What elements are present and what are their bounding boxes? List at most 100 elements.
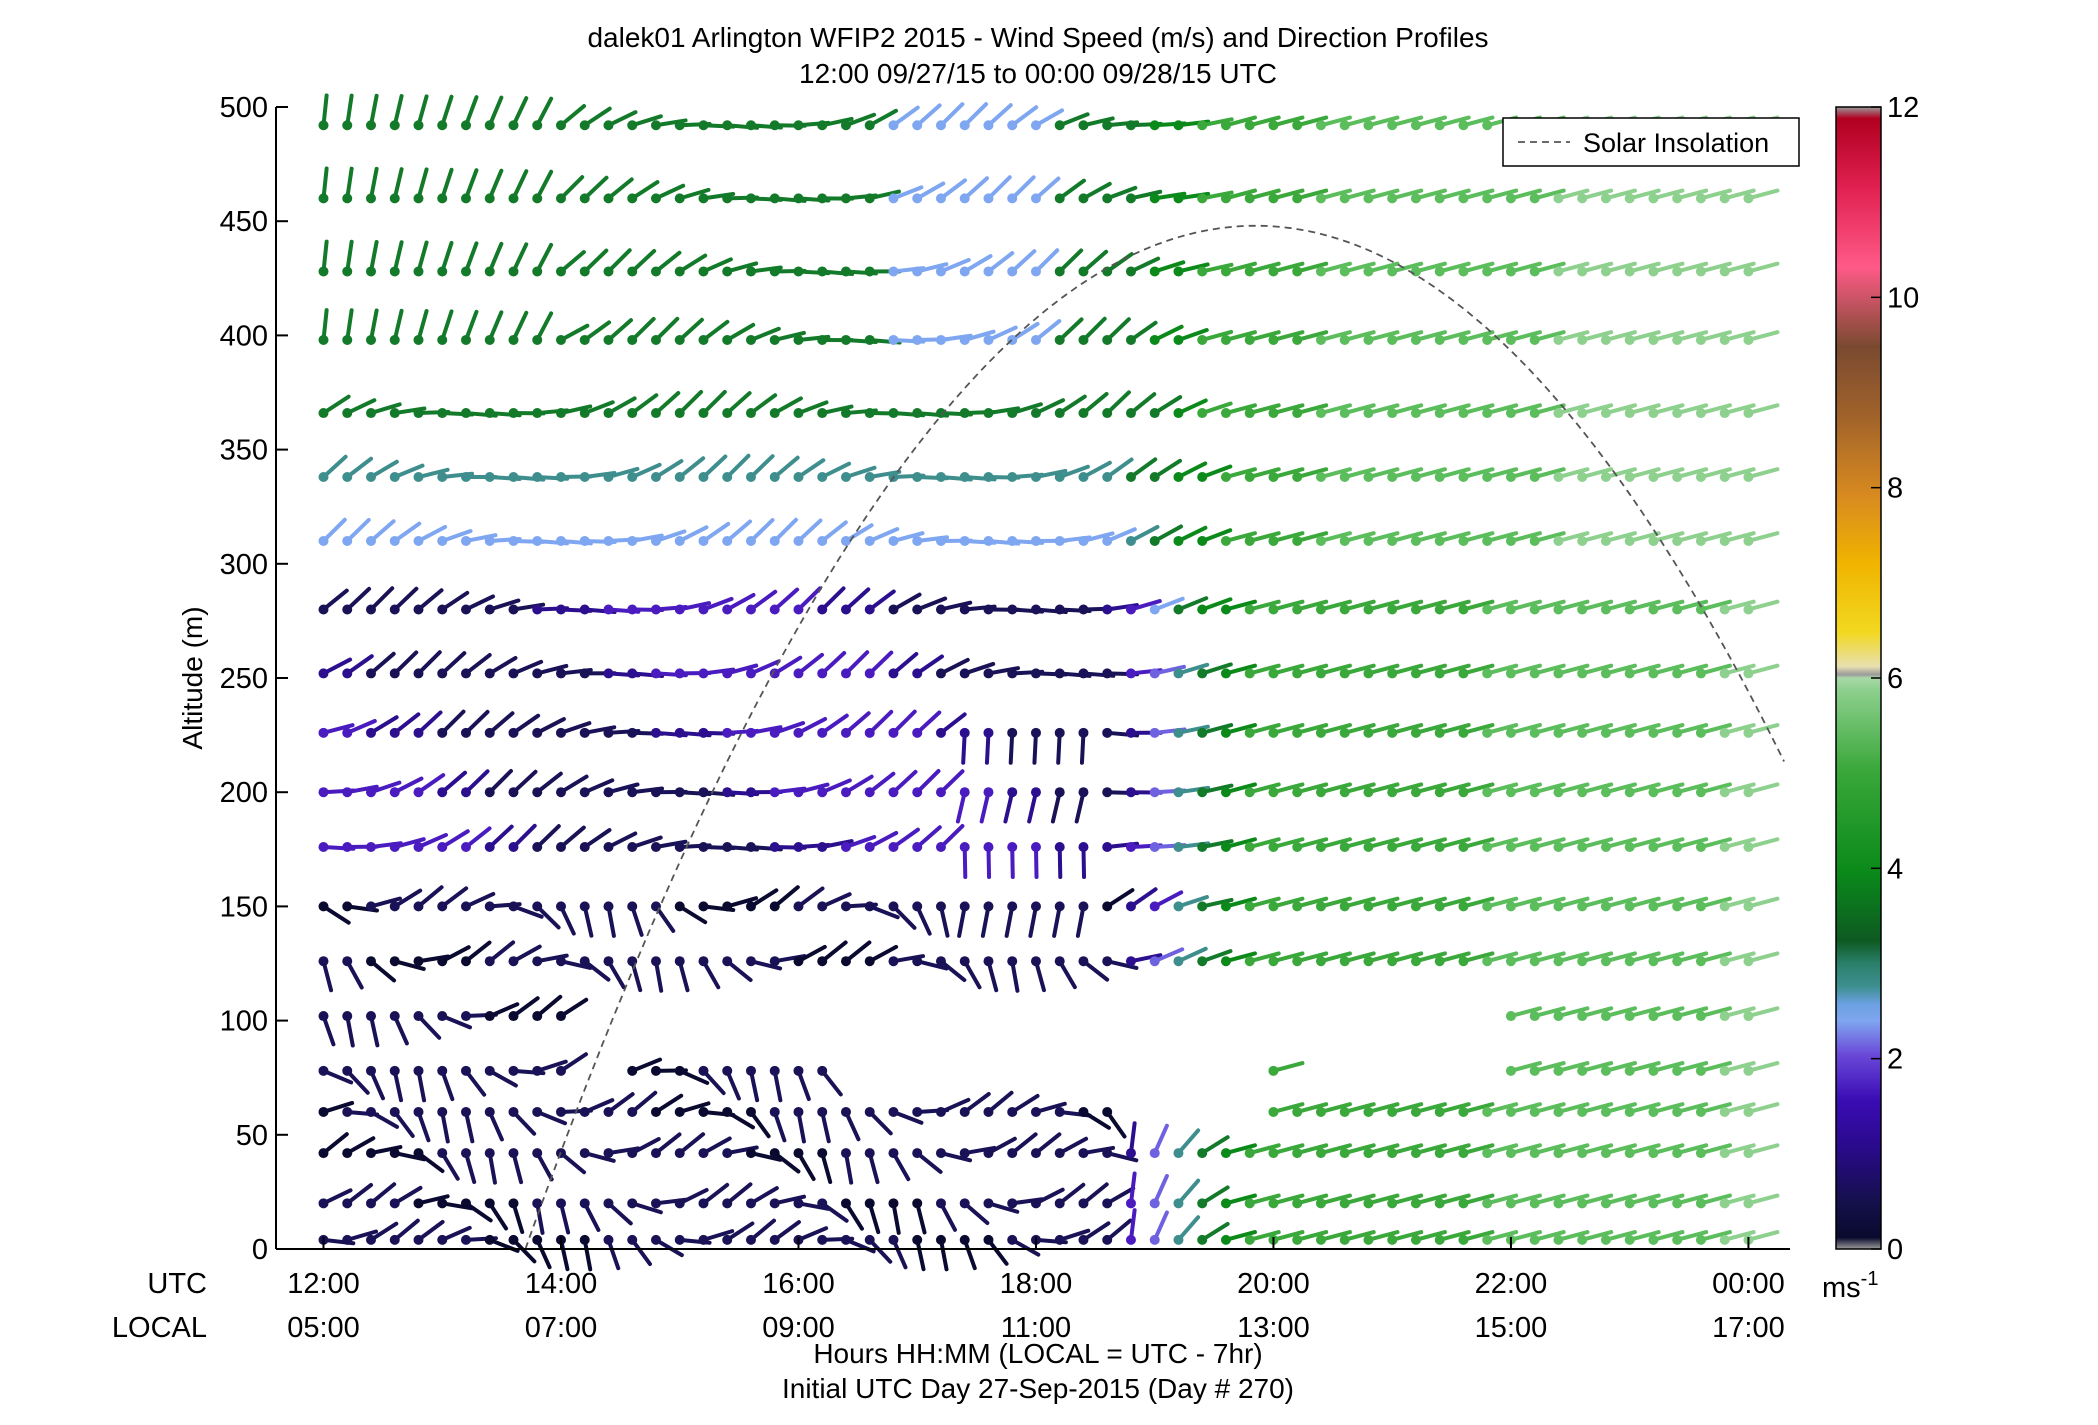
wind-barb-dot — [1505, 1148, 1516, 1159]
wind-barb-dot — [1268, 408, 1279, 419]
wind-barb-dot — [1125, 408, 1136, 419]
wind-barb-dot — [1292, 408, 1303, 419]
wind-barb-dot — [959, 842, 970, 853]
wind-barb-dot — [1600, 1065, 1611, 1076]
wind-barb-shaft — [1128, 887, 1158, 909]
wind-barb-shaft — [321, 1014, 336, 1047]
chart-subtitle: 12:00 09/27/15 to 00:00 09/28/15 UTC — [799, 58, 1277, 89]
wind-barb-shaft — [677, 904, 708, 925]
wind-barb-dot — [1434, 193, 1445, 204]
wind-barb-dot — [1363, 1148, 1374, 1159]
wind-barb-shaft — [1052, 904, 1062, 938]
wind-barb-dot — [365, 668, 376, 679]
wind-barb-shaft — [962, 1092, 991, 1114]
wind-barb-dot — [318, 334, 329, 345]
wind-barb-shaft — [772, 455, 800, 480]
local-tick-label: 11:00 — [1001, 1312, 1071, 1344]
wind-barb-dot — [508, 604, 519, 615]
wind-barb-shaft — [582, 248, 609, 274]
wind-barb-dot — [555, 901, 566, 912]
wind-barb-dot — [912, 668, 923, 679]
wind-barb-dot — [342, 120, 353, 131]
wind-barb-dot — [1482, 472, 1493, 483]
wind-barb-dot — [959, 1198, 970, 1209]
wind-barb-dot — [484, 1065, 495, 1076]
wind-barb-shaft — [915, 959, 949, 971]
wind-barb-dot — [1292, 266, 1303, 277]
wind-barb-dot — [413, 1198, 424, 1209]
wind-barb-dot — [1007, 193, 1018, 204]
wind-barb-dot — [1695, 956, 1706, 967]
wind-barb-dot — [389, 334, 400, 345]
wind-barb-dot — [1149, 266, 1160, 277]
wind-barb-shaft — [957, 904, 967, 938]
wind-barb-dot — [1078, 668, 1089, 679]
wind-barb-shaft — [416, 467, 450, 480]
wind-barb-dot — [840, 604, 851, 615]
wind-barb-dot — [484, 1234, 495, 1245]
wind-barb-dot — [793, 120, 804, 131]
wind-barb-shaft — [1152, 1210, 1169, 1242]
wind-barb-dot — [674, 1148, 685, 1159]
wind-barb-dot — [437, 956, 448, 967]
wind-barb-shaft — [938, 657, 970, 676]
wind-barb-dot — [864, 668, 875, 679]
wind-barb-dot — [1197, 1234, 1208, 1245]
wind-barb-dot — [745, 668, 756, 679]
wind-barb-dot — [1054, 334, 1065, 345]
wind-barb-dot — [959, 408, 970, 419]
wind-barb-dot — [1054, 472, 1065, 483]
wind-barb-dot — [1220, 472, 1231, 483]
wind-barb-dot — [1268, 266, 1279, 277]
wind-barb-shaft — [1105, 1186, 1136, 1206]
wind-barb-shaft — [1008, 730, 1015, 765]
wind-barb-dot — [983, 668, 994, 679]
x-axis-ticks: 12:00 05:00 14:00 07:00 16:00 09:00 18:00 11:00… — [287, 1237, 1785, 1344]
wind-barb-dot — [1482, 1106, 1493, 1117]
wind-barb-shaft — [1128, 524, 1160, 543]
wind-barb-dot — [1102, 956, 1113, 967]
wind-barb-dot — [1387, 842, 1398, 853]
wind-barb-dot — [508, 956, 519, 967]
wind-barb-dot — [745, 604, 756, 615]
wind-barb-shaft — [1028, 904, 1038, 938]
colorbar-tick-label: 0 — [1887, 1234, 1903, 1266]
wind-barb-dot — [1434, 604, 1445, 615]
wind-barb-dot — [508, 1198, 519, 1209]
wind-barb-dot — [1292, 668, 1303, 679]
wind-barb-dot — [1292, 193, 1303, 204]
wind-barb-dot — [1600, 1106, 1611, 1117]
wind-barb-dot — [1054, 1234, 1065, 1245]
wind-barb-dot — [342, 1234, 353, 1245]
wind-barb-dot — [1007, 120, 1018, 131]
wind-barb-shaft — [511, 904, 544, 919]
wind-barb-dot — [1220, 956, 1231, 967]
wind-barb-dot — [1648, 604, 1659, 615]
wind-barb-dot — [460, 408, 471, 419]
wind-barb-dot — [1648, 787, 1659, 798]
wind-barb-dot — [1529, 842, 1540, 853]
wind-barb-dot — [793, 787, 804, 798]
x-axis-label: Hours HH:MM (LOCAL = UTC - 7hr) — [813, 1338, 1262, 1369]
wind-barb-dot — [413, 956, 424, 967]
wind-barb-dot — [627, 1065, 638, 1076]
wind-barb-dot — [1339, 266, 1350, 277]
wind-barb-dot — [1173, 334, 1184, 345]
wind-barb-dot — [318, 1011, 329, 1022]
wind-barb-dot — [437, 472, 448, 483]
wind-barb-dot — [508, 1106, 519, 1117]
wind-barb-dot — [912, 1198, 923, 1209]
wind-barb-shaft — [1010, 321, 1040, 342]
local-tick-label: 15:00 — [1475, 1312, 1548, 1344]
wind-barb-dot — [579, 193, 590, 204]
wind-barb-dot — [1149, 334, 1160, 345]
wind-barb-shaft — [653, 959, 664, 993]
wind-barb-dot — [389, 266, 400, 277]
wind-barb-shaft — [368, 715, 399, 735]
wind-barb-dot — [1078, 842, 1089, 853]
wind-barb-dot — [1197, 535, 1208, 546]
wind-barb-shaft — [1128, 1171, 1137, 1206]
wind-barb-dot — [840, 408, 851, 419]
wind-barb-dot — [1030, 901, 1041, 912]
wind-barb-shaft — [416, 1151, 445, 1174]
